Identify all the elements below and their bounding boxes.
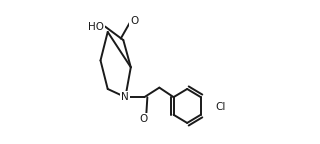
Text: HO: HO bbox=[88, 21, 104, 32]
Text: O: O bbox=[139, 114, 147, 124]
Text: N: N bbox=[122, 92, 129, 102]
Text: Cl: Cl bbox=[215, 102, 225, 112]
Text: O: O bbox=[130, 16, 138, 26]
